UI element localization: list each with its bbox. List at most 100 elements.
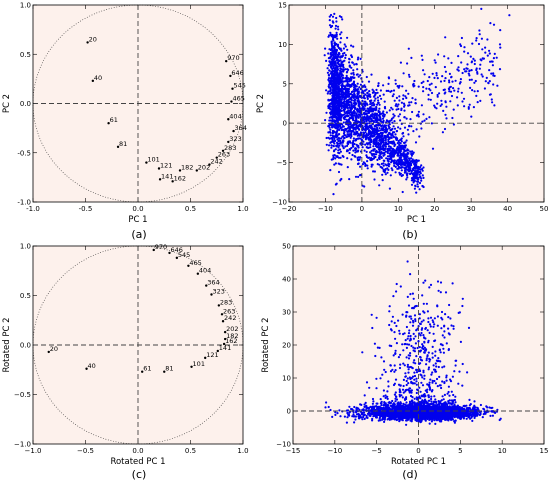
y-tick-label: 1.0	[20, 243, 31, 251]
score-point	[335, 106, 338, 109]
score-point	[350, 107, 354, 110]
score-point	[408, 165, 411, 168]
score-point	[417, 110, 420, 113]
score-point	[473, 59, 476, 62]
score-point	[329, 65, 333, 68]
score-point	[393, 164, 396, 167]
score-point	[364, 102, 367, 105]
score-point	[410, 154, 413, 157]
score-point	[403, 171, 406, 174]
score-point	[387, 155, 390, 158]
score-point	[325, 136, 328, 140]
panel-caption: (c)	[132, 468, 147, 481]
score-point	[405, 178, 408, 181]
score-point	[411, 152, 414, 155]
score-point	[470, 78, 473, 81]
score-point	[350, 55, 354, 59]
score-point	[340, 70, 343, 73]
score-point	[488, 52, 491, 55]
score-point	[324, 406, 327, 409]
score-point	[344, 54, 347, 57]
score-point	[382, 84, 385, 87]
score-point	[389, 141, 392, 144]
score-point	[348, 83, 351, 86]
score-point	[332, 86, 335, 89]
score-point	[399, 127, 402, 130]
score-point	[421, 169, 424, 172]
score-point	[434, 61, 437, 64]
score-point	[345, 118, 348, 121]
score-point	[371, 104, 374, 107]
score-point	[406, 62, 409, 65]
y-tick-label: -0.5	[17, 149, 31, 157]
y-tick-label: 30	[282, 309, 291, 317]
score-point	[359, 74, 362, 77]
score-point	[356, 90, 359, 93]
score-point	[422, 185, 425, 189]
score-point	[466, 63, 469, 66]
score-point	[335, 16, 338, 20]
score-point	[325, 143, 328, 146]
score-point	[476, 101, 479, 104]
score-point	[431, 147, 435, 150]
score-point	[327, 52, 330, 55]
score-point	[402, 97, 405, 100]
score-point	[469, 55, 472, 58]
loading-point	[171, 180, 174, 183]
score-point	[483, 87, 486, 90]
score-point	[422, 90, 425, 93]
score-point	[465, 70, 468, 73]
loading-label: 61	[110, 116, 118, 124]
score-point	[445, 105, 448, 108]
score-point	[378, 127, 381, 130]
score-point	[399, 172, 402, 175]
score-point	[443, 92, 446, 95]
score-point	[344, 91, 347, 94]
panel-a: -1.0 -0.5 0.0 0.5 1.0-1.0-0.50.00.51.0204061…	[2, 2, 249, 242]
score-point	[499, 29, 502, 32]
score-point	[421, 167, 424, 171]
score-point	[347, 89, 350, 92]
score-point	[351, 61, 354, 64]
score-point	[384, 150, 387, 153]
loading-label: 61	[143, 365, 151, 373]
score-point	[478, 33, 481, 36]
score-point	[330, 91, 333, 94]
score-point	[418, 181, 422, 185]
score-point	[374, 117, 377, 120]
score-point	[441, 131, 444, 134]
score-point	[411, 97, 414, 100]
score-point	[349, 85, 352, 88]
score-point	[339, 33, 342, 36]
score-point	[369, 143, 372, 146]
score-point	[389, 152, 392, 155]
score-point	[334, 77, 337, 80]
y-tick-label: 40	[282, 276, 291, 284]
score-point	[363, 149, 366, 152]
score-point	[417, 168, 421, 171]
loading-label: 283	[220, 298, 232, 306]
score-point	[351, 153, 354, 157]
score-point	[396, 105, 399, 108]
score-point	[362, 140, 365, 143]
score-point	[342, 87, 345, 90]
score-point	[333, 142, 336, 145]
score-point	[489, 60, 492, 63]
score-point	[409, 118, 412, 121]
score-point	[430, 91, 434, 95]
y-tick-label: 1.0	[20, 2, 31, 10]
score-point	[370, 99, 373, 102]
loading-label: 81	[165, 365, 173, 373]
panel-c: −1.0 −0.5 0.0 0.5 1.0−1.0−0.50.00.51.0 970 646…	[2, 243, 249, 482]
score-point	[361, 146, 364, 149]
x-tick-label: 10	[498, 447, 507, 455]
y-tick-label: -1.0	[17, 199, 31, 207]
y-tick-label: 0.0	[20, 342, 31, 350]
score-point	[380, 155, 383, 159]
score-point	[395, 147, 398, 150]
score-point	[363, 84, 366, 87]
score-point	[459, 43, 462, 46]
score-point	[348, 151, 351, 155]
score-point	[457, 87, 460, 90]
score-point	[392, 155, 395, 158]
